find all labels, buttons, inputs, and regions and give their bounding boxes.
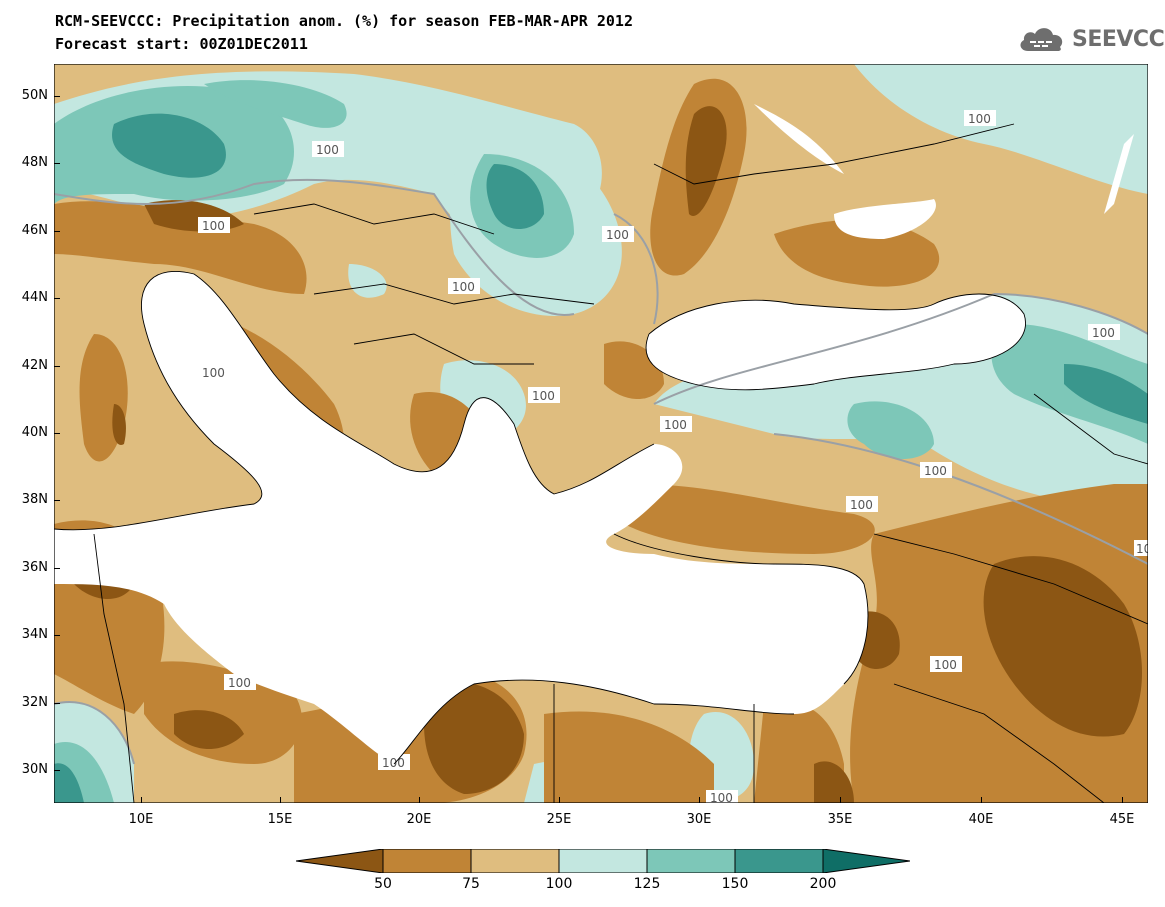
lon-tick-label: 25E [546,812,572,827]
colorbar-tick-label: 200 [809,876,837,892]
lat-tick [54,163,60,164]
contour-label: 100 [1136,542,1148,556]
colorbar-tick-label: 125 [633,876,661,892]
lat-tick-label: 38N [21,492,48,507]
lat-tick-label: 50N [21,88,48,103]
precipitation-anomaly-map: 100 100 100 100 100 100 100 100 100 100 … [54,64,1148,803]
lon-tick-label: 45E [1109,812,1135,827]
colorbar-tick-label: 150 [721,876,749,892]
lat-tick [54,366,60,367]
lat-tick [54,231,60,232]
lon-tick-label: 35E [827,812,853,827]
contour-label: 100 [532,389,555,403]
lat-tick [54,298,60,299]
contour-label: 100 [968,112,991,126]
colorbar-high-triangle [822,849,910,873]
lon-tick-label: 15E [267,812,293,827]
contour-label: 100 [924,464,947,478]
lon-tick [141,797,142,803]
contour-label: 100 [664,418,687,432]
lat-tick-label: 42N [21,358,48,373]
contour-label: 100 [710,791,733,803]
lat-tick-label: 40N [21,425,48,440]
contour-label: 100 [316,143,339,157]
lat-tick [54,770,60,771]
colorbar-box [470,849,560,873]
contour-lines [54,178,1148,765]
lon-tick-label: 40E [968,812,994,827]
contour-label: 100 [850,498,873,512]
lon-tick [419,797,420,803]
colorbar-box [734,849,824,873]
colorbar-low-triangle [296,849,384,873]
seevccc-logo: SEEVCCC [1016,22,1165,56]
colorbar-tick-label: 100 [545,876,573,892]
lon-tick [559,797,560,803]
lat-tick [54,433,60,434]
colorbar-box [646,849,736,873]
chart-title: RCM-SEEVCCC: Precipitation anom. (%) for… [55,12,633,30]
lat-tick-label: 30N [21,762,48,777]
lon-tick [280,797,281,803]
coastlines-and-borders [54,123,1148,803]
colorbar-legend [296,849,910,873]
contour-label: 100 [452,280,475,294]
contour-label: 100 [382,756,405,770]
lon-tick-label: 20E [406,812,432,827]
lat-tick [54,703,60,704]
contour-label: 100 [228,676,251,690]
colorbar-box [558,849,648,873]
lat-tick-label: 32N [21,695,48,710]
colorbar-tick-label: 50 [374,876,392,892]
lat-tick-label: 34N [21,627,48,642]
lat-tick-label: 44N [21,290,48,305]
lat-tick-label: 48N [21,155,48,170]
lat-tick [54,500,60,501]
forecast-start: Forecast start: 00Z01DEC2011 [55,35,308,53]
lat-tick [54,635,60,636]
logo-text: SEEVCCC [1072,26,1165,52]
colorbar-box [382,849,472,873]
contour-value-labels: 100 100 100 100 100 100 100 100 100 100 … [198,110,1148,803]
lon-tick-label: 30E [686,812,712,827]
lat-tick-label: 36N [21,560,48,575]
wet-strong-areas [54,113,1148,803]
lon-tick-label: 10E [128,812,154,827]
contour-label: 100 [202,219,225,233]
contour-label: 100 [606,228,629,242]
contour-label: 100 [202,366,225,380]
lon-tick [1122,797,1123,803]
contour-label: 100 [1092,326,1115,340]
colorbar-tick-label: 75 [462,876,480,892]
lat-tick [54,568,60,569]
lat-tick-label: 46N [21,223,48,238]
lat-tick [54,96,60,97]
contour-label: 100 [934,658,957,672]
lon-tick [840,797,841,803]
cloud-icon [1020,28,1063,51]
lon-tick [699,797,700,803]
lon-tick [981,797,982,803]
